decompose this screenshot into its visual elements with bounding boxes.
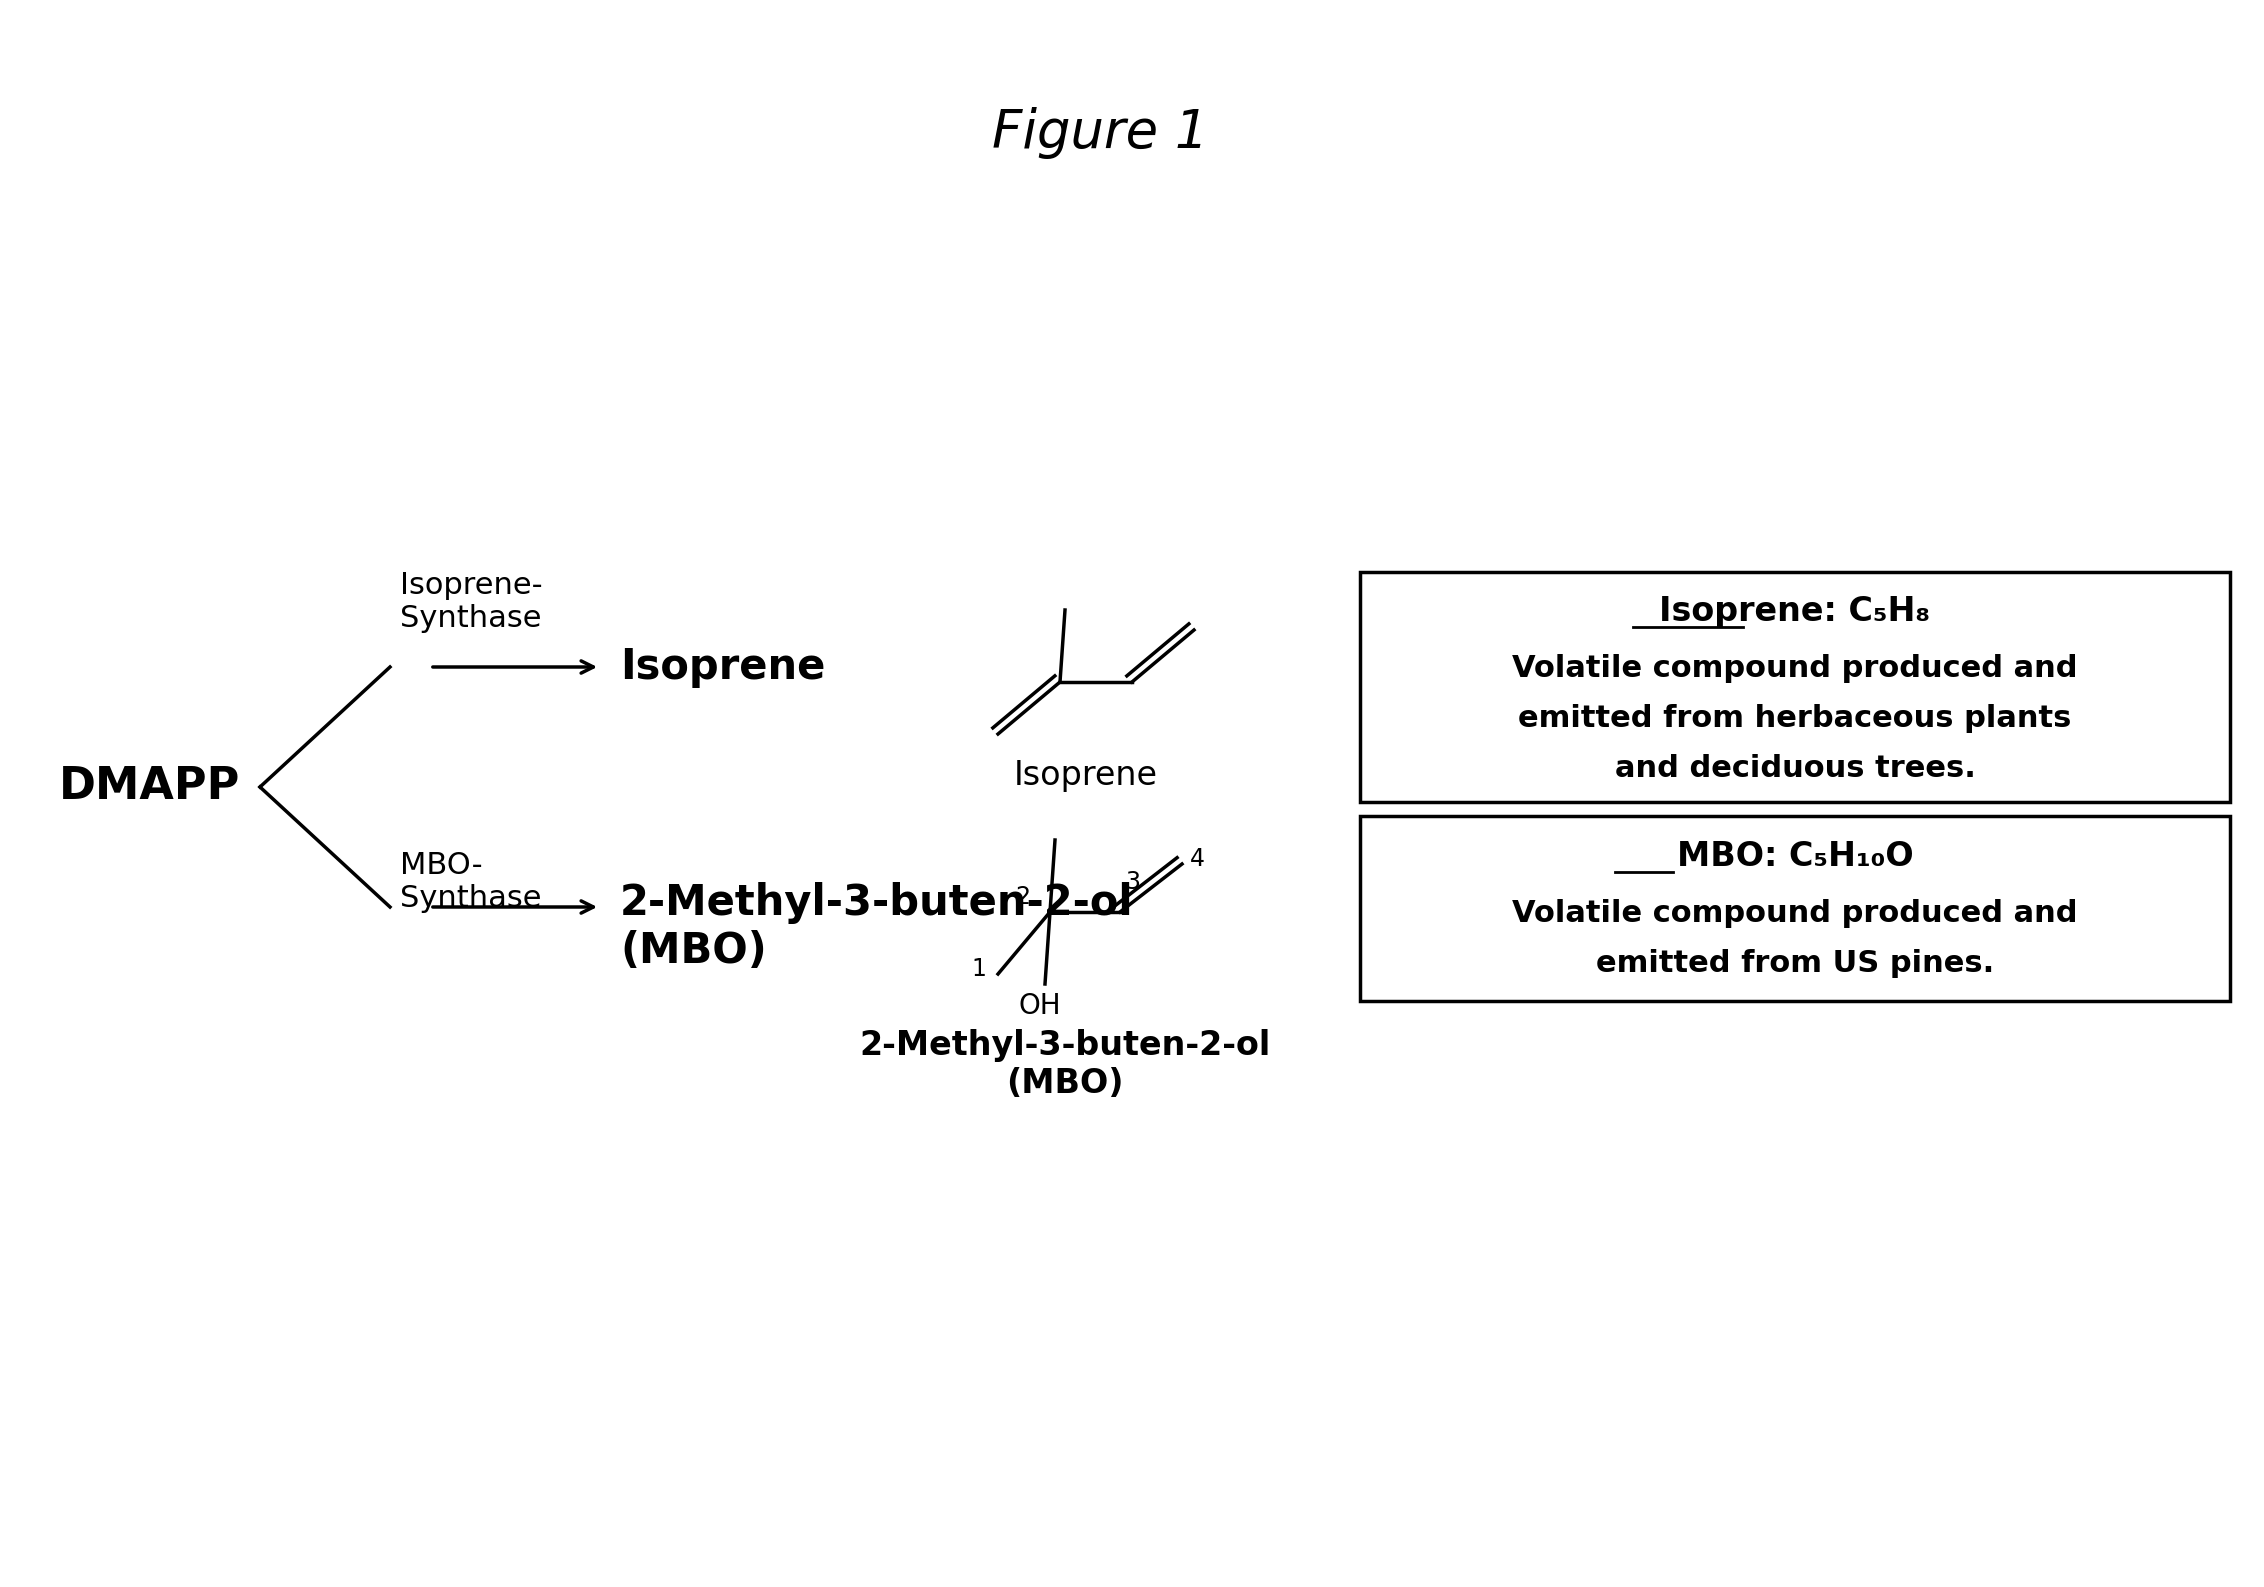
Text: 3: 3: [1125, 870, 1141, 893]
Text: 4: 4: [1191, 847, 1204, 871]
Text: emitted from herbaceous plants: emitted from herbaceous plants: [1519, 705, 2072, 733]
Text: DMAPP: DMAPP: [59, 765, 240, 808]
Text: Figure 1: Figure 1: [992, 106, 1209, 159]
FancyBboxPatch shape: [1361, 571, 2230, 801]
Text: MBO-
Synthase: MBO- Synthase: [401, 851, 541, 913]
Text: 2: 2: [1014, 886, 1030, 909]
Text: 2-Methyl-3-buten-2-ol
(MBO): 2-Methyl-3-buten-2-ol (MBO): [620, 882, 1134, 973]
Text: OH: OH: [1019, 992, 1062, 1020]
Text: Volatile compound produced and: Volatile compound produced and: [1512, 654, 2078, 684]
Text: Isoprene: Isoprene: [620, 646, 826, 689]
Text: Isoprene: C₅H₈: Isoprene: C₅H₈: [1660, 595, 1931, 628]
Text: MBO: C₅H₁₀O: MBO: C₅H₁₀O: [1678, 841, 1913, 873]
Text: Volatile compound produced and: Volatile compound produced and: [1512, 900, 2078, 928]
Text: 2-Methyl-3-buten-2-ol
(MBO): 2-Methyl-3-buten-2-ol (MBO): [860, 1028, 1270, 1100]
Text: emitted from US pines.: emitted from US pines.: [1596, 949, 1995, 979]
Text: Isoprene: Isoprene: [1014, 759, 1157, 792]
FancyBboxPatch shape: [1361, 816, 2230, 1001]
Text: Isoprene-
Synthase: Isoprene- Synthase: [401, 571, 543, 633]
Text: 1: 1: [971, 957, 987, 981]
Text: and deciduous trees.: and deciduous trees.: [1614, 754, 1976, 784]
